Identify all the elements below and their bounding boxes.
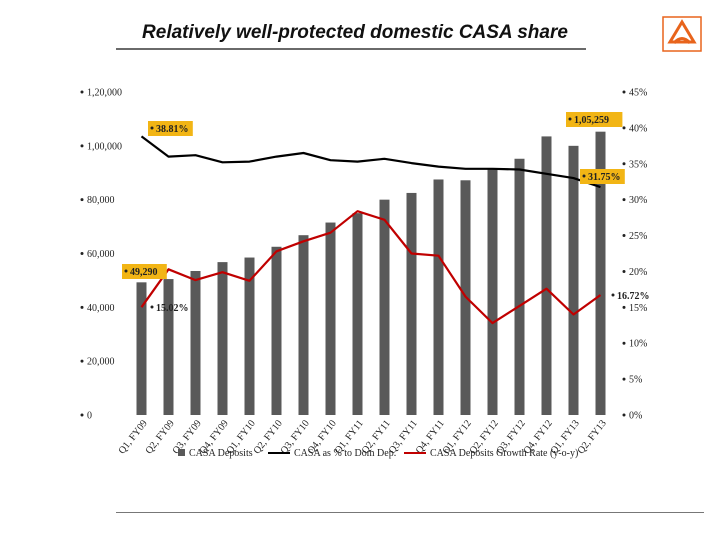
footer-divider <box>116 512 704 513</box>
casa-share-first-label-bullet <box>150 126 154 130</box>
first-bar-label-bullet <box>124 269 128 273</box>
casa-deposit-bars <box>136 131 606 416</box>
right-tick-bullet <box>622 413 626 417</box>
left-tick-label: 1,00,000 <box>87 141 122 152</box>
casa-deposit-bar <box>595 131 606 415</box>
first-bar-label-box <box>122 264 167 279</box>
bank-of-baroda-logo-icon <box>662 16 702 52</box>
first-bar-label: 49,290 <box>130 267 158 278</box>
casa-share-first-label: 38.81% <box>156 124 189 135</box>
left-tick-bullet <box>80 359 84 363</box>
right-tick-bullet <box>622 341 626 345</box>
casa-deposit-bar <box>244 257 255 415</box>
casa-share-last-label-box <box>580 169 625 184</box>
casa-deposit-bar <box>541 136 552 415</box>
last-bar-label: 1,05,259 <box>574 115 609 126</box>
casa-deposit-bar <box>433 179 444 415</box>
casa-share-first-label-box <box>148 121 193 136</box>
casa-share-last-label-bullet <box>582 174 586 178</box>
category-label: Q2, FY13 <box>576 418 609 456</box>
legend-share-label: CASA as % to Dom Dep. <box>294 448 396 459</box>
left-axis-ticks: 0 20,000 40,000 60,000 80,000 1,00,000 1,20,00… <box>80 88 122 422</box>
right-tick-label: 10% <box>629 339 647 350</box>
casa-deposit-bar <box>163 279 174 415</box>
title-underline <box>116 48 586 50</box>
last-bar-label-bullet <box>568 117 572 121</box>
right-tick-label: 45% <box>629 88 647 99</box>
left-tick-bullet <box>80 198 84 202</box>
left-tick-label: 0 <box>87 411 92 422</box>
left-tick-bullet <box>80 305 84 309</box>
left-tick-bullet <box>80 252 84 255</box>
legend-growth-label: CASA Deposits Growth Rate (y-o-y) <box>430 448 578 459</box>
right-tick-label: 40% <box>629 123 647 134</box>
left-tick-label: 40,000 <box>87 303 115 314</box>
right-tick-bullet <box>622 234 626 238</box>
right-tick-bullet <box>622 126 626 130</box>
legend-bar-swatch <box>178 449 185 456</box>
casa-deposit-bar <box>190 270 201 415</box>
left-tick-bullet <box>80 144 84 148</box>
casa-deposit-bar <box>217 262 228 415</box>
growth-first-label-bullet <box>150 305 154 309</box>
left-tick-label: 60,000 <box>87 249 115 260</box>
legend-bar-label: CASA Deposits <box>189 448 253 459</box>
right-tick-label: 15% <box>629 303 647 314</box>
right-tick-bullet <box>622 90 626 94</box>
right-tick-bullet <box>622 269 626 273</box>
casa-share-last-label: 31.75% <box>588 172 621 183</box>
right-axis-ticks: 0% 5% 10% 15% 20% 25% 30% 35% 40% 45% <box>622 88 647 422</box>
right-tick-bullet <box>622 162 626 166</box>
series-lines <box>140 135 602 325</box>
legend: CASA Deposits CASA as % to Dom Dep. CASA D… <box>178 448 578 459</box>
right-tick-bullet <box>622 377 626 381</box>
left-tick-bullet <box>80 413 84 417</box>
left-tick-label: 20,000 <box>87 357 115 368</box>
casa-share-line <box>140 135 601 189</box>
right-tick-label: 20% <box>629 267 647 278</box>
right-tick-label: 0% <box>629 411 642 422</box>
annotations: 49,290 1,05,259 38.81% 31.75% 15.02% 16.72% <box>122 112 650 314</box>
casa-deposit-bar <box>514 158 525 415</box>
left-tick-label: 80,000 <box>87 195 115 206</box>
casa-deposit-bar <box>298 235 309 415</box>
casa-deposit-bar <box>379 199 390 415</box>
growth-rate-line <box>140 210 602 325</box>
right-tick-label: 5% <box>629 375 642 386</box>
left-tick-bullet <box>80 90 84 94</box>
right-tick-bullet <box>622 305 626 309</box>
right-tick-bullet <box>622 198 626 202</box>
growth-first-label: 15.02% <box>156 303 189 314</box>
casa-deposit-bar <box>136 282 147 415</box>
right-tick-label: 25% <box>629 231 647 242</box>
casa-deposit-bar <box>325 222 336 415</box>
growth-last-label-bullet <box>611 293 615 297</box>
right-tick-label: 30% <box>629 195 647 206</box>
last-bar-label-box <box>566 112 623 127</box>
casa-deposit-bar <box>406 192 417 415</box>
growth-last-label: 16.72% <box>617 291 650 302</box>
casa-deposit-bar <box>487 169 498 415</box>
casa-deposit-bar <box>271 246 282 415</box>
page-title: Relatively well-protected domestic CASA … <box>142 22 568 43</box>
casa-deposit-bar <box>568 145 579 416</box>
right-tick-label: 35% <box>629 159 647 170</box>
left-tick-label: 1,20,000 <box>87 88 122 99</box>
casa-deposit-bar <box>352 213 363 415</box>
